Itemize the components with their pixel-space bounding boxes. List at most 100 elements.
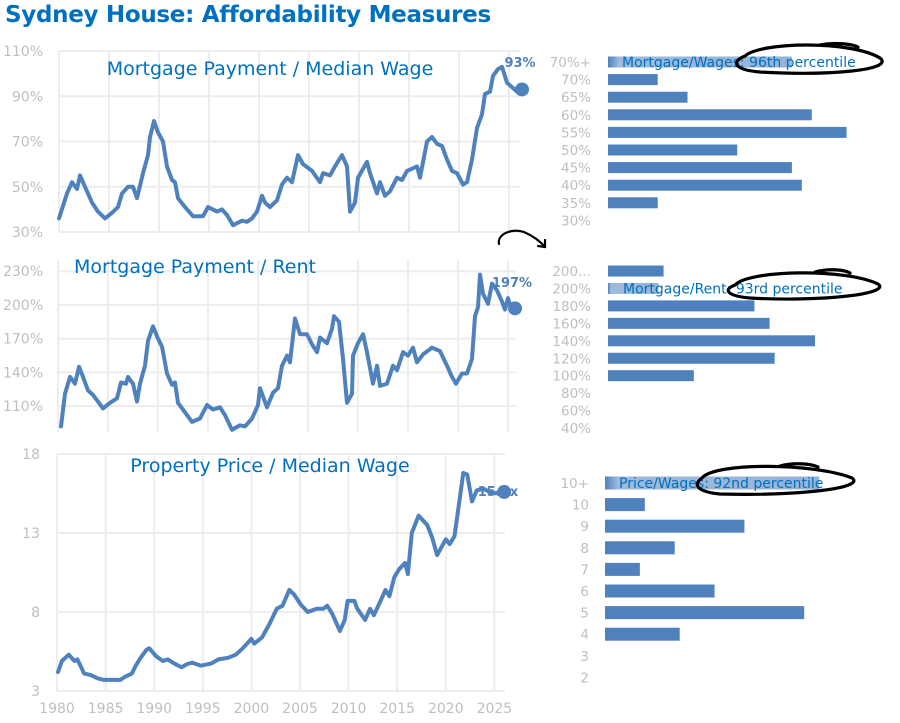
bar	[608, 179, 802, 191]
bar-category-label: 6	[580, 584, 589, 600]
percentile-annotation: Price/Wages: 92nd percentile	[619, 476, 823, 492]
bar	[605, 562, 640, 576]
bar-category-label: 200%	[552, 281, 591, 297]
bar-highlighted	[605, 476, 820, 490]
bar-category-label: 120%	[552, 351, 591, 367]
y-tick-label: 200%	[3, 298, 43, 314]
bar	[605, 584, 715, 598]
percentile-annotation: Mortgage/Rent: 93rd percentile	[623, 281, 843, 297]
bar-category-label: 160%	[552, 316, 591, 332]
bar-category-label: 35%	[561, 196, 591, 212]
chart-title: Property Price / Median Wage	[130, 455, 409, 477]
y-tick-label: 110%	[3, 44, 43, 60]
bar-category-label: 60%	[561, 404, 591, 420]
bar	[608, 370, 694, 382]
arrow-head	[536, 238, 547, 249]
percentile-annotation: Mortgage/Wages: 96th percentile	[622, 55, 856, 71]
page-title: Sydney House: Affordability Measures	[5, 2, 491, 28]
y-tick-label: 13	[22, 526, 40, 542]
bar-category-label: 70%	[561, 73, 591, 89]
y-tick-label: 110%	[3, 399, 43, 415]
bar-category-label: 80%	[561, 386, 591, 402]
bar	[605, 627, 680, 641]
hand-drawn-circle-icon	[734, 41, 884, 75]
bar	[605, 519, 745, 533]
y-tick-label: 50%	[12, 180, 43, 196]
hand-drawn-arrow-icon	[497, 229, 547, 249]
bar-highlighted	[608, 56, 792, 68]
bar-category-label: 2	[580, 670, 589, 686]
y-tick-label: 230%	[3, 264, 43, 280]
latest-value-marker	[508, 301, 522, 316]
x-tick-label: 1990	[136, 701, 172, 717]
bar-category-label: 70%+	[550, 55, 591, 71]
series-line	[57, 64, 524, 228]
bar-category-label: 10	[572, 498, 589, 514]
chart-title: Mortgage Payment / Rent	[74, 256, 316, 278]
latest-value-label: 197%	[492, 276, 532, 291]
hand-drawn-circle-icon	[726, 268, 882, 301]
y-tick-label: 140%	[3, 365, 43, 381]
bar	[605, 606, 805, 620]
x-tick-label: 2020	[428, 701, 464, 717]
bar-category-label: 9	[580, 519, 589, 535]
y-tick-label: 90%	[12, 89, 43, 105]
latest-value-label: 15.6x	[478, 485, 519, 500]
bar-category-label: 10+	[561, 476, 590, 492]
bar-category-label: 65%	[561, 90, 591, 106]
bar	[608, 91, 688, 103]
hand-drawn-circle-icon	[695, 462, 856, 496]
bar-category-label: 5	[580, 606, 589, 622]
bar-category-label: 45%	[561, 161, 591, 177]
series-line	[59, 272, 517, 432]
latest-value-marker	[497, 484, 512, 499]
bar-category-label: 55%	[561, 125, 591, 141]
price_wage_hist-chart: 10+ 10 9 8 7 6 5 4 3 2 Price/Wages: 92nd percentil…	[561, 462, 856, 686]
bar	[608, 162, 792, 174]
bar-category-label: 30%	[561, 213, 591, 229]
x-tick-label: 2005	[282, 701, 318, 717]
bar-highlighted	[608, 282, 659, 294]
bar-category-label: 7	[580, 562, 589, 578]
y-tick-label: 70%	[12, 135, 43, 151]
bar-category-label: 60%	[561, 108, 591, 124]
x-tick-label: 2000	[234, 701, 270, 717]
x-tick-label: 2025	[477, 701, 513, 717]
bar-category-label: 50%	[561, 143, 591, 159]
x-tick-label: 2010	[331, 701, 367, 717]
bar	[605, 498, 645, 512]
y-tick-label: 8	[31, 605, 40, 621]
latest-value-label: 93%	[504, 56, 535, 71]
bar-category-label: 140%	[552, 334, 591, 350]
y-tick-label: 18	[22, 447, 40, 463]
mortgage_rent_line-chart: 230% 200% 170% 140% 110% Mortgage Payment / R…	[3, 256, 532, 432]
bar	[608, 74, 658, 86]
bar	[608, 197, 658, 209]
x-tick-label: 2015	[379, 701, 415, 717]
bar-category-label: 40%	[561, 421, 591, 437]
bar	[608, 265, 664, 277]
bar	[608, 335, 816, 347]
y-tick-label: 30%	[12, 225, 43, 241]
arrow-shaft	[497, 229, 547, 249]
bar-category-label: 200...	[552, 264, 591, 280]
bar	[608, 144, 738, 156]
bar	[608, 126, 847, 138]
bar-category-label: 8	[580, 541, 589, 557]
mortgage_wage_line-chart: 110% 90% 70% 50% 30% Mortgage Payment / Media…	[3, 44, 536, 241]
bar-category-label: 40%	[561, 178, 591, 194]
latest-value-marker	[515, 82, 529, 97]
chart-title: Mortgage Payment / Median Wage	[107, 58, 434, 80]
y-tick-label: 3	[31, 684, 40, 700]
series-line	[56, 471, 507, 682]
bar	[608, 317, 770, 329]
x-tick-label: 1980	[39, 701, 75, 717]
bar	[608, 352, 775, 364]
bar-category-label: 180%	[552, 299, 591, 315]
y-tick-label: 170%	[3, 332, 43, 348]
bar-category-label: 100%	[552, 369, 591, 385]
bar	[608, 300, 755, 312]
mortgage_rent_hist-chart: 200...200% 180%160% 140%120% 100%80% 60%40% M…	[552, 264, 882, 437]
